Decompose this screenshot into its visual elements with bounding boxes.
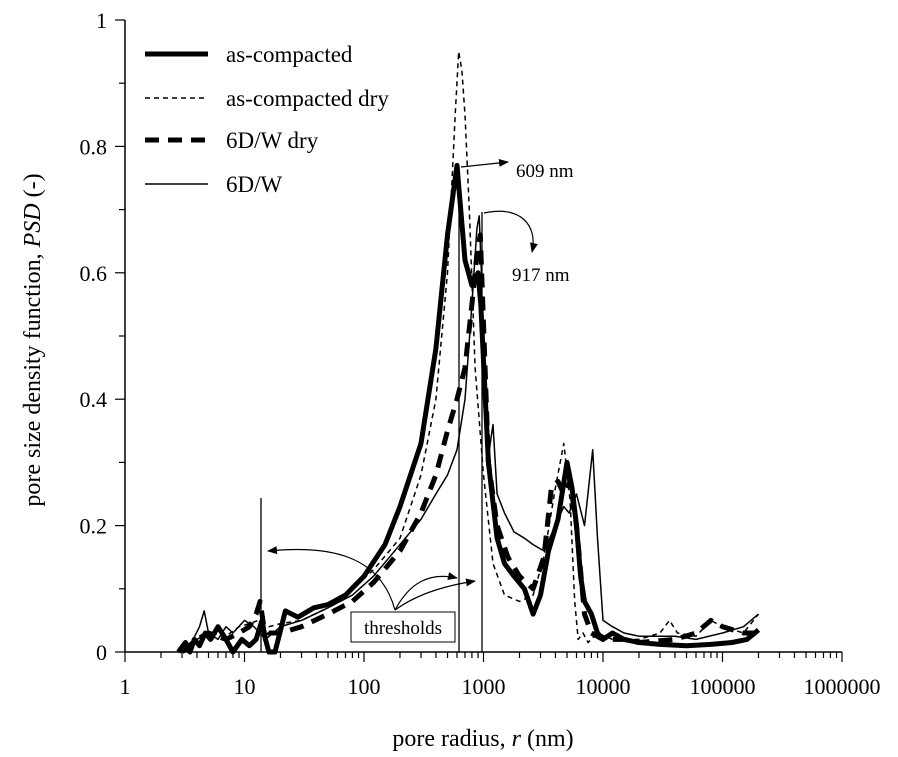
series-line-6d-w-dry — [180, 232, 759, 654]
legend: as-compacted as-compacted dry 6D/W dry 6… — [145, 42, 389, 197]
peak2-label: 917 nm — [512, 265, 570, 286]
legend-label-6dw-dry: 6D/W dry — [226, 128, 319, 153]
legend-label-as-compacted: as-compacted — [226, 42, 353, 67]
y-tick-label: 0.8 — [80, 134, 108, 159]
x-axis-title: pore radius, r (nm) — [392, 726, 573, 752]
threshold-lines — [260, 166, 483, 652]
y-tick-label: 0.2 — [80, 514, 108, 539]
y-tick-label: 0.6 — [80, 261, 108, 286]
axes: 1 10 100 1000 10000 100000 1000000 0 0.2 0.4 0.6 0.… — [80, 8, 881, 699]
thresholds-label: thresholds — [364, 618, 442, 639]
x-tick-label: 10 — [234, 674, 256, 699]
legend-label-6dw: 6D/W — [226, 172, 283, 197]
x-tick-label: 10000 — [576, 674, 631, 699]
x-tick-label: 1 — [120, 674, 131, 699]
x-tick-label: 1000000 — [804, 674, 881, 699]
series-line-as-compacted-dry — [181, 50, 760, 653]
x-tick-label: 1000 — [462, 674, 506, 699]
x-tick-label: 100000 — [690, 674, 756, 699]
peak2-arrow — [483, 210, 538, 253]
annotations: 609 nm 917 nm thresholds — [267, 158, 574, 643]
y-axis-title: pore size density function, PSD (-) — [20, 173, 46, 506]
threshold-arrow-right — [394, 578, 476, 611]
peak1-label: 609 nm — [516, 161, 574, 182]
y-tick-label: 0 — [96, 640, 107, 665]
thresholds-box — [350, 611, 456, 643]
threshold-arrow-middle — [394, 572, 458, 611]
series-line-as-compacted — [176, 162, 761, 655]
peak1-arrow — [460, 158, 509, 168]
y-tick-label: 0.4 — [80, 387, 108, 412]
legend-label-as-compacted-dry: as-compacted dry — [226, 86, 389, 111]
x-tick-label: 100 — [348, 674, 381, 699]
plot-area: 1 10 100 1000 10000 100000 1000000 0 0.2 0.4 0.6 0.… — [80, 8, 881, 699]
threshold-arrow-left — [267, 546, 396, 611]
y-tick-label: 1 — [96, 8, 107, 33]
